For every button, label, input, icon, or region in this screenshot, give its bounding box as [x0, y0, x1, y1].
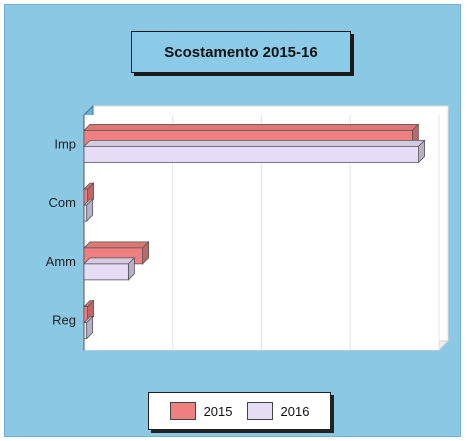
y-tick-label-reg: Reg — [52, 313, 76, 328]
legend-label-2015: 2015 — [203, 403, 233, 419]
bar-com-2016 — [83, 204, 88, 222]
bar-imp-2016 — [83, 145, 419, 163]
bar-amm-2016 — [83, 263, 129, 281]
y-tick-label-amm: Amm — [46, 254, 76, 269]
legend-item-2016: 2016 — [246, 402, 310, 420]
bar-top-imp-2015 — [83, 123, 420, 131]
chart-legend: 2015 2016 — [148, 392, 331, 430]
bar-top-amm-2016 — [83, 257, 136, 265]
y-tick-label-com: Com — [49, 195, 76, 210]
bar-reg-2016 — [83, 322, 88, 340]
y-tick-label-imp: Imp — [54, 136, 76, 151]
legend-label-2016: 2016 — [280, 403, 310, 419]
bar-top-imp-2016 — [83, 139, 426, 147]
legend-swatch-2016 — [246, 402, 273, 420]
chart-title: Scostamento 2015-16 — [131, 31, 351, 73]
legend-item-2015: 2015 — [169, 402, 233, 420]
bar-top-amm-2015 — [83, 241, 150, 249]
legend-swatch-2015 — [169, 402, 196, 420]
